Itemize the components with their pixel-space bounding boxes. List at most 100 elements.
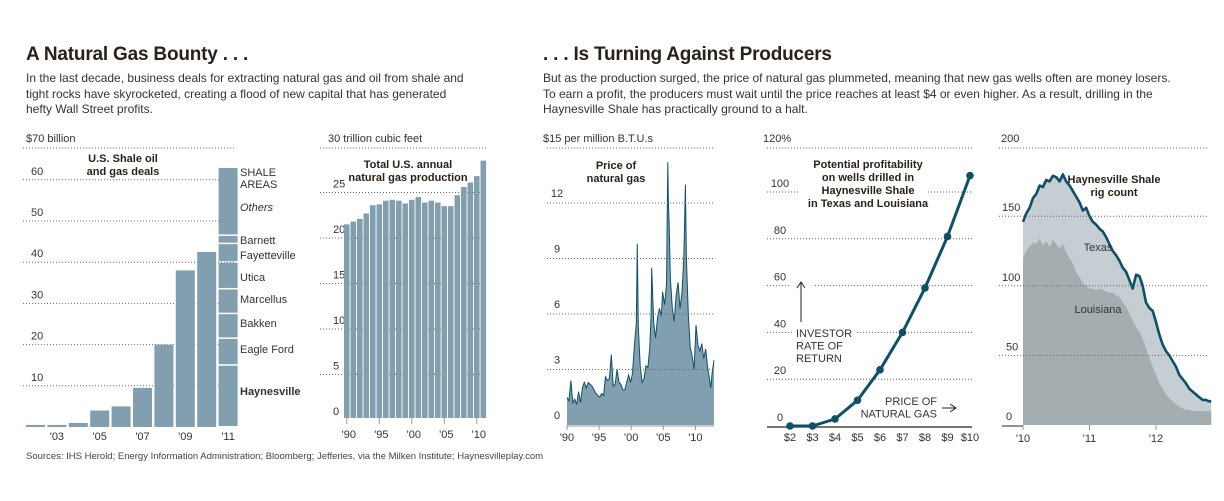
bar-segment (218, 338, 238, 365)
x-tick-label: '95 (592, 432, 606, 444)
data-point (876, 366, 884, 374)
legend-title: SHALE (240, 167, 276, 179)
x-tick-label: '12 (1149, 433, 1163, 445)
y-tick-label: 60 (31, 166, 43, 178)
bar (409, 199, 415, 418)
segment-label: Fayetteville (240, 250, 296, 262)
y-tick-label: 50 (1006, 341, 1018, 353)
bar (441, 206, 448, 418)
left-intro-line: tight rocks have skyrocketed, creating a… (26, 86, 447, 101)
x-tick-label: '90 (560, 432, 574, 444)
chart-title: Haynesville Shale (1068, 174, 1161, 186)
bar (154, 344, 174, 427)
arrow-up-icon (796, 281, 806, 289)
data-point (898, 328, 907, 337)
bar (461, 187, 467, 418)
data-point (853, 396, 862, 405)
chart-title: natural gas production (348, 172, 467, 184)
y-tick-label: 10 (333, 315, 345, 327)
chart-title: Total U.S. annual (364, 159, 452, 171)
segment-label: Barnett (240, 235, 275, 247)
x-tick-label: $9 (941, 432, 953, 444)
segment-label: Eagle Ford (240, 344, 294, 356)
y-tick-label: 20 (333, 224, 345, 236)
y-tick-label: 15 (333, 270, 345, 282)
bar (415, 197, 422, 418)
bar (422, 202, 428, 418)
data-point (831, 415, 839, 423)
y-axis-unit-label: $70 billion (26, 133, 76, 145)
x-tick-label: '00 (624, 432, 638, 444)
segment-label: Haynesville (240, 386, 301, 398)
x-tick-label: '11 (221, 431, 235, 443)
right-headline: . . . Is Turning Against Producers (543, 44, 832, 65)
y-axis-unit-label: 30 trillion cubic feet (328, 133, 422, 145)
x-tick-label: '09 (178, 431, 192, 443)
y-tick-label: 40 (31, 248, 43, 260)
chart-title: U.S. Shale oil (88, 153, 158, 165)
x-tick-label: $2 (784, 432, 796, 444)
y-tick-label: 0 (554, 410, 560, 422)
bar (111, 406, 131, 427)
legend-texas: Texas (1084, 242, 1113, 254)
x-tick-label: $8 (919, 432, 931, 444)
bar (90, 410, 110, 427)
legend-louisiana: Louisiana (1074, 304, 1122, 316)
y-axis-unit-label: 200 (1001, 133, 1019, 145)
segment-label: Others (240, 202, 274, 214)
x-tick-label: $6 (874, 432, 886, 444)
bar (133, 387, 152, 427)
bar (363, 213, 370, 418)
x-tick-label: '95 (374, 429, 388, 441)
data-point (966, 171, 974, 180)
bar (47, 424, 67, 427)
bar (357, 218, 363, 418)
y-tick-label: 12 (551, 188, 563, 200)
bar (389, 199, 396, 418)
x-tick-label: $4 (829, 432, 841, 444)
chart-title: in Texas and Louisiana (808, 198, 929, 210)
x-tick-label: '07 (135, 431, 149, 443)
bar (428, 200, 435, 418)
bar-segment (218, 262, 238, 288)
bar-segment (218, 314, 238, 338)
x-tick-label: '90 (342, 429, 356, 441)
sources-note: Sources: IHS Herold; Energy Information … (26, 451, 544, 462)
y-tick-label: 20 (774, 365, 786, 377)
y-tick-label: 9 (554, 244, 560, 256)
left-intro-line: hefty Wall Street profits. (26, 102, 153, 116)
y-axis-label: RATE OF (796, 341, 843, 353)
right-intro-line: To earn a profit, the producers must wai… (543, 86, 1153, 101)
profit-line (790, 175, 972, 428)
bar (435, 202, 441, 418)
price-line (566, 162, 715, 405)
bar (448, 206, 454, 418)
y-tick-label: 100 (1002, 272, 1020, 284)
segment-label: Bakken (240, 318, 277, 330)
x-tick-label: '10 (688, 432, 702, 444)
data-point (943, 232, 952, 241)
data-point (921, 284, 929, 292)
right-intro-line: But as the production surged, the price … (543, 71, 1171, 85)
legend-title: AREAS (240, 179, 277, 191)
right-intro-line: Haynesville Shale has practically ground… (543, 102, 808, 116)
bar (370, 205, 376, 418)
x-tick-label: $7 (896, 432, 908, 444)
x-tick-label: $5 (851, 432, 863, 444)
x-tick-label: '10 (1016, 433, 1030, 445)
chart-title: Haynesville Shale (822, 185, 915, 197)
bar (396, 200, 402, 418)
bar (480, 160, 487, 418)
y-axis-unit-label: $15 per million B.T.U.s (543, 133, 654, 145)
right-intro: But as the production surged, the price … (543, 71, 1223, 118)
y-tick-label: 150 (1002, 202, 1020, 214)
y-tick-label: 10 (31, 372, 43, 384)
y-tick-label: 20 (31, 331, 43, 343)
x-tick-label: '05 (439, 429, 453, 441)
x-axis-label: PRICE OF (885, 396, 937, 408)
bar (68, 422, 88, 427)
left-intro-line: In the last decade, business deals for e… (26, 71, 464, 85)
bar (383, 200, 389, 418)
chart-title: on wells drilled in (822, 172, 915, 184)
